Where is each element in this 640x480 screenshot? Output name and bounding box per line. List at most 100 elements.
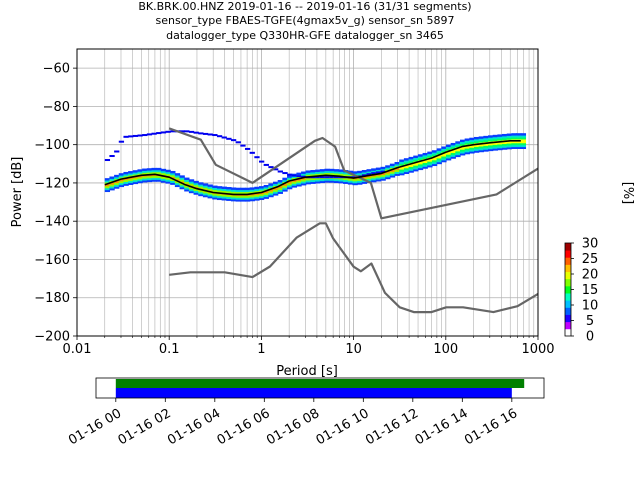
psd-histogram-cell: [385, 172, 391, 176]
psd-histogram-cell: [287, 177, 293, 180]
psd-histogram-cell: [324, 176, 330, 179]
psd-histogram-cell: [347, 170, 354, 174]
psd-histogram-cell: [469, 151, 475, 154]
psd-histogram-cell: [142, 134, 148, 137]
psd-histogram-cell: [385, 174, 391, 178]
psd-histogram-cell: [296, 175, 302, 178]
psd-histogram-cell: [151, 175, 157, 178]
psd-histogram-cell: [357, 170, 363, 174]
psd-histogram-cell: [221, 190, 227, 193]
coverage-frame: [95, 377, 545, 399]
psd-histogram-cell: [483, 147, 489, 150]
psd-histogram-cell: [240, 187, 246, 191]
psd-histogram-cell: [422, 160, 428, 164]
psd-histogram-cell: [259, 195, 265, 199]
psd-histogram-cell: [268, 183, 274, 186]
psd-histogram-cell: [445, 158, 452, 161]
psd-histogram-cell: [277, 185, 283, 189]
psd-histogram-cell: [123, 171, 129, 175]
psd-histogram-cell: [179, 130, 185, 133]
psd-histogram-cell: [240, 191, 246, 194]
psd-histogram-cell: [511, 146, 517, 149]
psd-histogram-cell: [244, 195, 251, 198]
psd-histogram-cell: [459, 151, 466, 154]
psd-histogram-cell: [305, 170, 312, 173]
psd-histogram-cell: [389, 171, 396, 174]
psd-histogram-cell: [244, 147, 251, 150]
psd-histogram-cell: [273, 187, 279, 190]
coverage-tick-label: 01-16 16: [462, 406, 520, 448]
psd-histogram-cell: [502, 137, 508, 141]
psd-histogram-cell: [399, 170, 405, 174]
psd-histogram-cell: [380, 172, 386, 175]
psd-histogram-cell: [277, 180, 283, 183]
psd-histogram-cell: [188, 179, 195, 182]
psd-histogram-cell: [343, 181, 349, 184]
psd-histogram-cell: [263, 186, 269, 190]
psd-histogram-cell: [114, 184, 120, 187]
psd-histogram-cell: [520, 133, 527, 136]
psd-histogram-cell: [156, 167, 162, 171]
psd-histogram-cell: [226, 190, 232, 194]
psd-histogram-cell: [516, 137, 522, 140]
psd-histogram-cell: [445, 146, 452, 149]
psd-histogram-cell: [170, 170, 176, 174]
noise-model-lines: [104, 127, 539, 314]
psd-histogram-cell: [357, 172, 363, 176]
psd-histogram-cell: [459, 141, 466, 144]
psd-histogram-cell: [436, 148, 442, 151]
psd-histogram-cell: [221, 196, 227, 199]
psd-histogram-cell: [413, 155, 419, 158]
psd-histogram-cell: [455, 143, 461, 146]
psd-histogram-cell: [230, 189, 237, 192]
psd-histogram-cell: [492, 138, 498, 142]
psd-histogram-cell: [459, 149, 466, 152]
psd-histogram-cell: [478, 140, 484, 143]
psd-histogram-cell: [399, 172, 405, 176]
psd-histogram-cell: [244, 187, 251, 191]
psd-histogram-cell: [478, 136, 484, 139]
psd-histogram-cell: [338, 177, 344, 180]
psd-histogram-cell: [417, 167, 424, 171]
psd-histogram-cell: [174, 184, 181, 188]
psd-histogram-cell: [104, 185, 111, 189]
psd-histogram-cell: [128, 171, 134, 174]
psd-histogram-cell: [417, 158, 424, 161]
title-line-2: sensor_type FBAES-TGFE(4gmax5v_g) sensor…: [156, 14, 455, 27]
psd-histogram-cell: [193, 180, 199, 184]
psd-histogram-cell: [254, 186, 260, 190]
psd-histogram-cell: [520, 138, 527, 142]
psd-histogram-cell: [329, 172, 335, 176]
psd-histogram-cell: [371, 179, 377, 183]
psd-histogram-cell: [221, 186, 227, 190]
psd-histogram-cell: [118, 182, 125, 186]
psd-histogram-cell: [240, 189, 246, 193]
psd-histogram-cell: [483, 137, 489, 141]
psd-histogram-cell: [296, 172, 302, 176]
psd-histogram-cell: [114, 176, 120, 180]
coverage-blue-bar: [115, 388, 512, 398]
psd-histogram-cell: [324, 170, 330, 174]
psd-histogram-cell: [226, 196, 232, 200]
psd-histogram-cell: [207, 184, 213, 187]
psd-histogram-cell: [371, 172, 377, 175]
psd-histogram-cell: [506, 133, 513, 136]
psd-histogram-cell: [230, 139, 237, 142]
y-tick-label: −140: [34, 215, 70, 230]
coverage-tick-label: 01-16 00: [66, 406, 124, 448]
psd-histogram-cell: [324, 172, 330, 175]
psd-histogram-cell: [240, 195, 246, 198]
psd-histogram-cell: [319, 169, 326, 172]
psd-histogram-cell: [287, 181, 293, 184]
psd-histogram-cell: [291, 181, 297, 184]
psd-histogram-cell: [375, 179, 382, 182]
psd-histogram-cell: [221, 198, 227, 201]
psd-histogram-cell: [343, 173, 349, 177]
psd-histogram-cell: [184, 181, 190, 184]
psd-histogram-cell: [389, 169, 396, 172]
psd-histogram-cell: [459, 143, 466, 146]
psd-histogram-cell: [371, 168, 377, 171]
psd-histogram-cell: [445, 156, 452, 159]
